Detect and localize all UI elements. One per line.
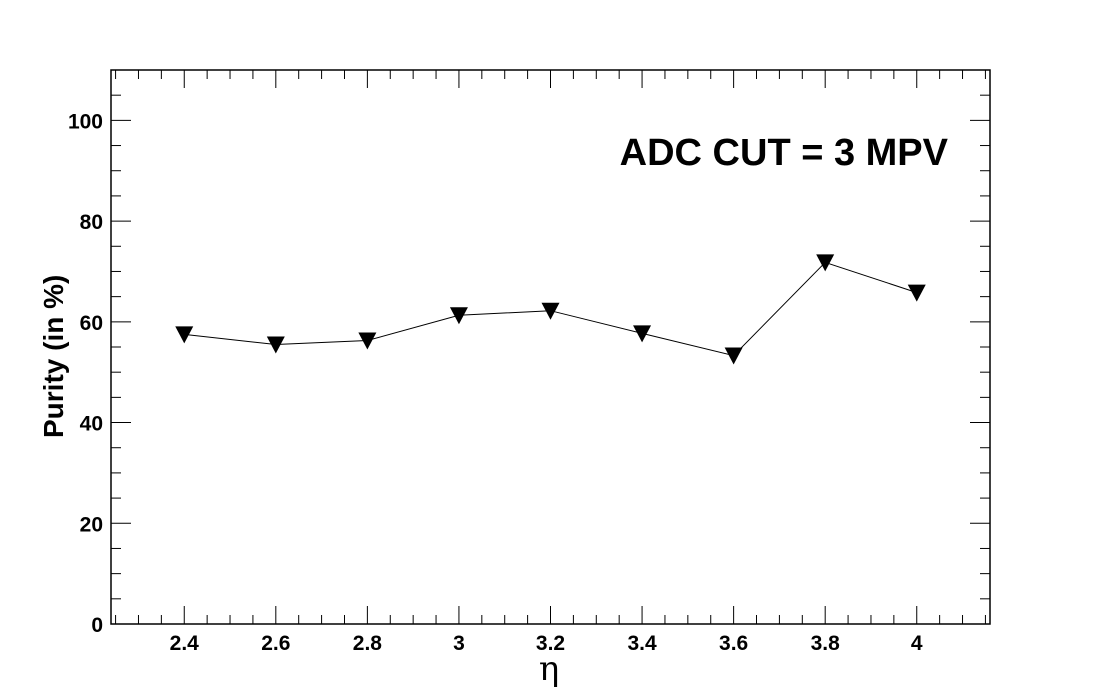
y-tick-label: 0 bbox=[91, 614, 103, 637]
x-tick-label: 3 bbox=[453, 632, 465, 655]
data-point-marker bbox=[266, 336, 285, 354]
x-axis-title: η bbox=[539, 649, 559, 689]
x-tick-label: 2.8 bbox=[353, 632, 383, 655]
annotation-label: ADC CUT = 3 MPV bbox=[620, 132, 949, 174]
y-tick-label: 60 bbox=[80, 312, 103, 335]
data-markers bbox=[175, 254, 926, 365]
x-tick-label: 4 bbox=[911, 632, 923, 655]
tick-labels: 0 20 40 60 80 100 2.4 2.6 2.8 3 3.2 3.4 3.6 3.8 4 bbox=[68, 110, 923, 655]
x-tick-label: 2.4 bbox=[170, 632, 200, 655]
data-point-marker bbox=[541, 302, 560, 320]
y-tick-label: 20 bbox=[80, 513, 103, 536]
y-axis-title: Purity (in %) bbox=[38, 275, 69, 438]
data-point-marker bbox=[175, 326, 194, 344]
data-point-marker bbox=[816, 254, 835, 272]
x-tick-label: 2.6 bbox=[261, 632, 290, 655]
y-tick-label: 40 bbox=[80, 413, 103, 436]
data-point-marker bbox=[358, 332, 377, 350]
y-tick-label: 80 bbox=[80, 211, 103, 234]
x-tick-label: 3.2 bbox=[536, 632, 565, 655]
data-point-marker bbox=[449, 307, 468, 325]
data-point-marker bbox=[633, 325, 652, 343]
x-tick-label: 3.8 bbox=[811, 632, 841, 655]
x-tick-label: 3.4 bbox=[627, 632, 657, 655]
y-tick-label: 100 bbox=[68, 110, 103, 133]
data-point-marker bbox=[724, 347, 743, 365]
axis-ticks bbox=[111, 69, 990, 625]
x-tick-label: 3.6 bbox=[719, 632, 748, 655]
data-point-marker bbox=[907, 284, 926, 302]
